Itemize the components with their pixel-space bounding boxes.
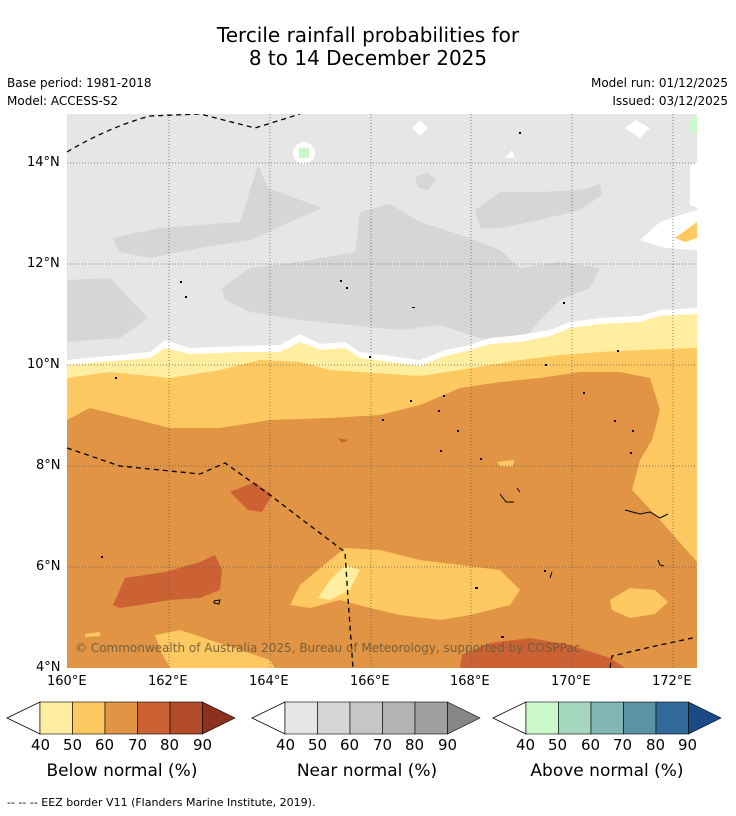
cbar-tick: 90 [193,736,213,754]
lon-label-160e: 160°E [47,674,87,689]
above-normal-40-patch [299,148,309,158]
cbar-tick: 40 [276,736,296,754]
near-normal-50-patch [415,173,436,190]
map-plot-area [67,114,697,668]
lon-label-170e: 170°E [551,674,591,689]
eez-footnote: -- -- -- EEZ border V11 (Flanders Marine… [7,796,316,809]
atoll-outlines [213,487,669,605]
lon-label-166e: 166°E [350,674,390,689]
cbar-segment [202,701,236,735]
legend-colorbars [6,701,722,735]
cbar-tick: 80 [646,736,666,754]
cbar-segment [655,701,689,735]
cbar-tick: 80 [405,736,425,754]
below-normal-legend-title: Below normal (%) [46,761,198,781]
cbar-tick: 60 [340,736,360,754]
cbar-tick: 90 [438,736,458,754]
below-normal-50-patch [85,632,100,637]
island-markers [101,132,634,638]
cbar-tick: 70 [613,736,633,754]
lon-label-162e: 162°E [148,674,188,689]
below-normal-60-region [67,372,697,668]
above-normal-40-patch [690,116,697,135]
lat-label-6n: 6°N [36,559,61,574]
base-period: Base period: 1981-2018 [7,76,152,90]
cbar-tick: 50 [308,736,328,754]
cbar-tick: 70 [128,736,148,754]
cbar-segment [558,701,592,735]
cbar-segment [284,701,318,735]
cbar-tick: 90 [678,736,698,754]
model-run: Model run: 01/12/2025 [590,76,728,90]
below-normal-70-region [460,638,625,668]
model-name: Model: ACCESS-S2 [7,94,119,108]
cbar-segment [623,701,657,735]
below-normal-70-patch [338,438,348,443]
cbar-under-triangle [492,701,527,735]
cbar-tick: 40 [31,736,51,754]
white-patch [505,150,515,158]
cbar-segment [382,701,416,735]
lon-label-172e: 172°E [652,674,692,689]
cbar-tick: 40 [516,736,536,754]
lat-label-12n: 12°N [27,256,60,271]
cbar-under-triangle [6,701,41,735]
near-normal-50-patch [475,184,602,228]
below-normal-colorbar [6,701,236,735]
tercile-boundary-band [690,162,697,208]
cbar-segment [169,701,203,735]
cbar-segment [39,701,73,735]
near-normal-50-patch [67,278,148,342]
cbar-segment [590,701,624,735]
cbar-tick: 50 [63,736,83,754]
map-title-line1: Tercile rainfall probabilities for [216,23,520,47]
lon-label-168e: 168°E [450,674,490,689]
cbar-tick: 60 [95,736,115,754]
cbar-tick: 70 [373,736,393,754]
cbar-segment [104,701,138,735]
below-normal-50-patch [610,588,668,618]
cbar-segment [525,701,559,735]
cbar-segment [349,701,383,735]
above-normal-legend-title: Above normal (%) [530,761,684,781]
copyright-notice: © Commonwealth of Australia 2025, Bureau… [75,641,581,655]
below-normal-50-patch [675,222,697,242]
near-normal-colorbar [251,701,481,735]
cbar-tick: 80 [160,736,180,754]
map-title-line2: 8 to 14 December 2025 [248,46,488,70]
below-normal-50-patch [155,630,275,668]
cbar-segment [688,701,722,735]
cbar-under-triangle [251,701,286,735]
near-normal-50-patch [222,204,600,345]
above-normal-colorbar [492,701,722,735]
lon-label-164e: 164°E [249,674,289,689]
cbar-segment [447,701,481,735]
below-normal-70-region [113,555,222,608]
eez-border [67,114,697,668]
cbar-segment [137,701,171,735]
map-gridlines [67,114,697,668]
cbar-tick: 60 [581,736,601,754]
cbar-segment [317,701,351,735]
white-patch [412,120,428,136]
lat-label-10n: 10°N [27,357,60,372]
white-patch [625,120,650,138]
cbar-segment [414,701,448,735]
below-normal-50-patch [497,460,515,467]
lat-label-8n: 8°N [36,458,61,473]
near-normal-50-patch [112,165,322,258]
near-normal-legend-title: Near normal (%) [296,761,438,781]
cbar-tick: 50 [548,736,568,754]
lat-label-14n: 14°N [27,155,60,170]
lat-label-4n: 4°N [36,660,61,675]
below-normal-40-patch [318,565,360,600]
issued-date: Issued: 03/12/2025 [612,94,728,108]
cbar-segment [72,701,106,735]
